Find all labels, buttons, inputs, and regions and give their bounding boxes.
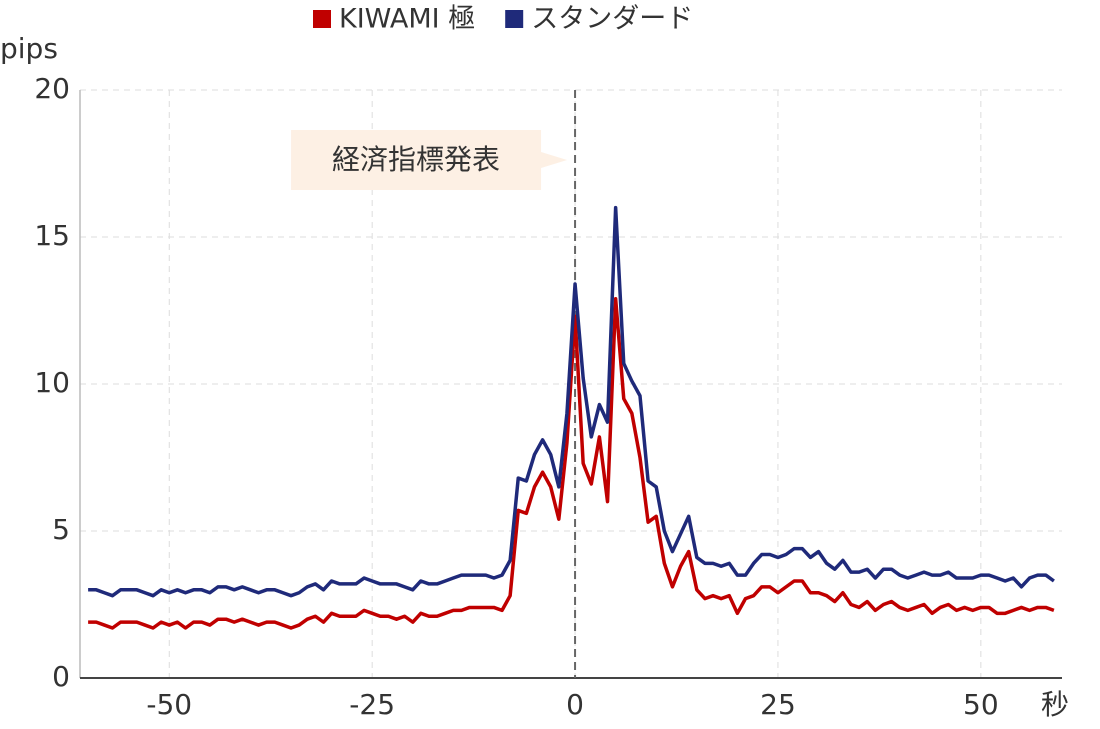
x-axis-label: 秒 xyxy=(1041,688,1069,721)
x-tick-label: 0 xyxy=(566,688,584,721)
annotation-box xyxy=(291,130,568,190)
legend-swatch xyxy=(313,10,331,28)
y-tick-label: 5 xyxy=(52,513,70,546)
legend-swatch xyxy=(505,10,524,28)
y-tick-label: 10 xyxy=(34,366,70,399)
series-line xyxy=(88,205,1055,598)
series-line xyxy=(88,296,1055,630)
y-tick-label: 0 xyxy=(52,660,70,693)
y-tick-label: 15 xyxy=(34,219,70,252)
x-tick-label: -50 xyxy=(146,688,192,721)
legend-label: スタンダード xyxy=(531,4,693,35)
x-tick-label: -25 xyxy=(349,688,395,721)
annotation-text: 経済指標発表 xyxy=(332,143,500,176)
legend: KIWAMI 極 スタンダード xyxy=(313,4,693,35)
legend-label: KIWAMI 極 xyxy=(339,4,475,35)
y-axis-label: pips xyxy=(0,32,58,65)
x-tick-label: 50 xyxy=(963,688,999,721)
y-tick-label: 20 xyxy=(34,72,70,105)
x-tick-label: 25 xyxy=(760,688,796,721)
